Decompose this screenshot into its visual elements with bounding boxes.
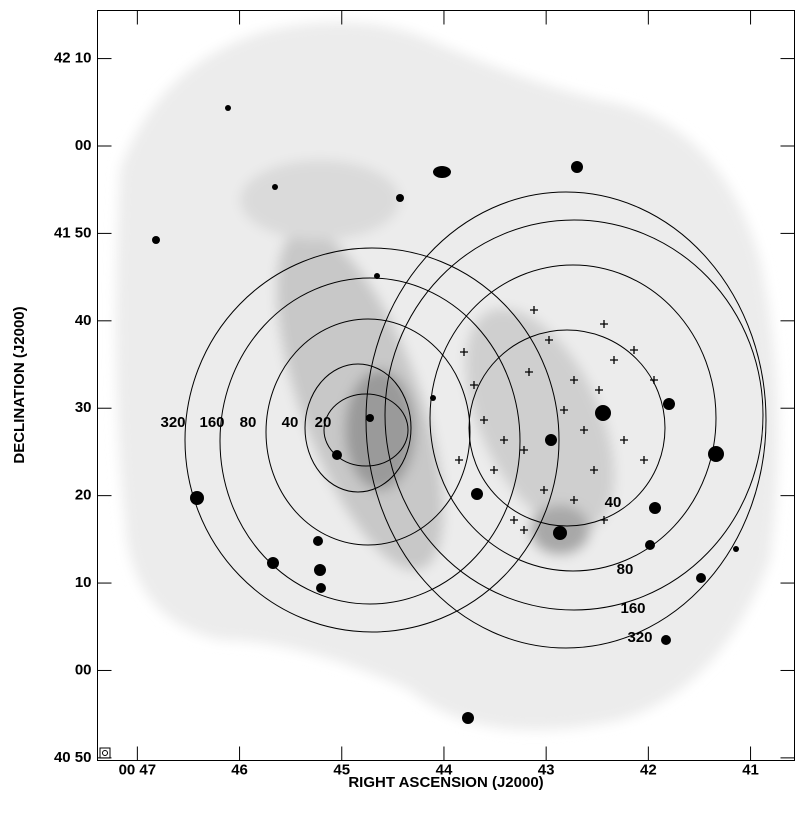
frame bbox=[97, 10, 795, 761]
contour-label: 20 bbox=[315, 414, 332, 431]
contour-label: 80 bbox=[240, 414, 257, 431]
x-tick-label: 43 bbox=[538, 761, 555, 778]
contour bbox=[365, 191, 767, 649]
contour bbox=[184, 247, 560, 633]
contour bbox=[323, 393, 409, 467]
x-tick-label: 44 bbox=[436, 761, 453, 778]
contour bbox=[468, 329, 666, 527]
contours-left bbox=[184, 247, 560, 633]
contour-label: 320 bbox=[627, 629, 652, 646]
point-sources bbox=[152, 105, 739, 724]
beam bbox=[102, 750, 108, 756]
contour-label: 320 bbox=[160, 414, 185, 431]
y-tick-label: 00 bbox=[75, 137, 92, 154]
x-tick-label: 00 47 bbox=[119, 761, 157, 778]
x-axis-label: RIGHT ASCENSION (J2000) bbox=[348, 774, 543, 791]
contour bbox=[265, 318, 471, 546]
y-tick-label: 30 bbox=[75, 399, 92, 416]
y-tick-label: 40 bbox=[75, 312, 92, 329]
x-tick-label: 42 bbox=[640, 761, 657, 778]
x-tick-label: 46 bbox=[231, 761, 248, 778]
contour-label: 40 bbox=[282, 414, 299, 431]
contour-label: 160 bbox=[620, 600, 645, 617]
y-tick-label: 10 bbox=[75, 574, 92, 591]
emission bbox=[116, 22, 778, 730]
y-tick-label: 40 50 bbox=[54, 749, 92, 766]
contour bbox=[429, 264, 717, 572]
y-tick-label: 42 10 bbox=[54, 50, 92, 67]
beam-box bbox=[99, 747, 111, 759]
y-tick-label: 20 bbox=[75, 487, 92, 504]
y-tick-label: 00 bbox=[75, 661, 92, 678]
contour-label: 160 bbox=[199, 414, 224, 431]
contour-label: 80 bbox=[617, 561, 634, 578]
contour bbox=[219, 277, 521, 605]
x-tick-label: 41 bbox=[742, 761, 759, 778]
contour-label: 40 bbox=[605, 494, 622, 511]
x-tick-label: 45 bbox=[333, 761, 350, 778]
contours-right bbox=[365, 191, 767, 649]
y-axis-label: DECLINATION (J2000) bbox=[11, 306, 28, 463]
y-tick-label: 41 50 bbox=[54, 224, 92, 241]
contour bbox=[304, 363, 412, 493]
sky-image bbox=[116, 22, 778, 730]
contour bbox=[384, 219, 764, 611]
source-crosses bbox=[455, 306, 658, 534]
